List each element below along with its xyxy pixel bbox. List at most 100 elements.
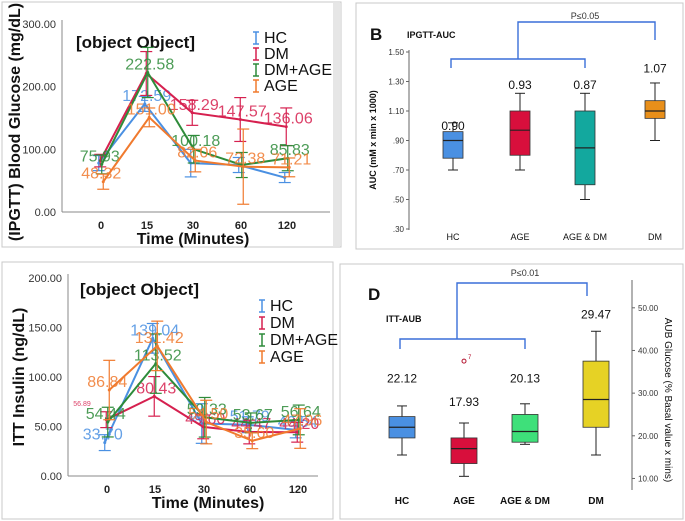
y-tick-label: 1.50: [388, 48, 404, 57]
mean-label: 0.90: [441, 119, 465, 133]
data-label: 158.29: [170, 97, 219, 114]
data-label: 47.96: [282, 413, 322, 430]
outlier-point: [461, 358, 467, 364]
panel-letter: B: [370, 25, 382, 44]
data-label: 82.06: [177, 145, 217, 162]
panel-b: B IPGTT-AUC .30 .50 .70 .90 1.10 1.30 1.50 AUC (m…: [355, 2, 684, 250]
box-age: [509, 110, 531, 156]
mean-label: 1.07: [643, 62, 667, 76]
x-tick-label: DM: [648, 232, 662, 242]
data-point: [101, 180, 105, 184]
y-tick-label: .70: [393, 166, 405, 175]
data-label: 48.32: [81, 166, 121, 183]
data-label: 75.93: [80, 148, 120, 165]
data-point: [107, 388, 111, 392]
y-tick-label: .50: [393, 196, 405, 205]
y-tick-label: .90: [393, 137, 405, 146]
data-point: [103, 441, 107, 445]
box-hc: [442, 131, 464, 159]
panel-a: [object Object] 0.00 100.00 200.00 300.00 0 15…: [1, 1, 342, 248]
legend-label: DM+AGE: [270, 332, 338, 349]
data-point: [106, 420, 110, 424]
y-axis-title: ITT Insulin (ng/dL): [11, 308, 28, 447]
data-label: 86.84: [87, 374, 127, 391]
data-point: [200, 422, 204, 426]
y-tick-label: .30: [393, 225, 405, 234]
mean-label: 17.93: [449, 395, 479, 409]
data-point: [249, 421, 253, 425]
x-tick-label: 60: [244, 484, 256, 496]
data-point: [147, 115, 151, 119]
y-tick-label: 1.30: [388, 78, 404, 87]
data-label: 53.67: [233, 407, 273, 424]
scrollbar: [333, 3, 340, 246]
legend-label: DM: [264, 46, 289, 63]
x-tick-label: 30: [187, 220, 199, 232]
box-age-dm: [511, 414, 539, 443]
data-point: [190, 111, 194, 115]
data-label: 72.38: [225, 151, 265, 168]
data-label: 222.58: [125, 57, 174, 74]
data-point: [152, 394, 156, 398]
data-label: 56.89: [73, 401, 91, 408]
y-tick-label: 200.00: [22, 82, 56, 94]
significance-bracket: [450, 21, 656, 68]
x-tick-label: AGE: [510, 232, 529, 242]
x-tick-label: 120: [278, 220, 296, 232]
y-tick-label: 50.00: [34, 422, 62, 434]
x-tick-label: HC: [395, 496, 409, 507]
data-point: [143, 102, 147, 106]
significance-bracket: [399, 282, 588, 349]
data-point: [193, 159, 197, 163]
data-point: [295, 430, 299, 434]
data-point: [154, 362, 158, 366]
data-point: [155, 344, 159, 348]
data-point: [204, 420, 208, 424]
x-tick-label: AGE & DM: [500, 496, 550, 507]
data-label: 147.57: [218, 104, 267, 121]
data-label: 100.18: [171, 133, 220, 150]
data-point: [151, 336, 155, 340]
x-tick-label: 15: [141, 220, 153, 232]
box-age: [450, 437, 478, 464]
x-tick-label: 60: [235, 220, 247, 232]
x-tick-label: 0: [104, 484, 110, 496]
mean-label: 0.87: [573, 78, 597, 92]
panel-letter: [object Object]: [76, 33, 195, 52]
y-tick-label: 20.00: [638, 432, 659, 441]
panel-title: IPGTT-AUC: [407, 30, 456, 40]
significance-label: P≤0.05: [571, 11, 599, 21]
y-axis-title: AUB Glucose (% Basal value x mins): [662, 318, 673, 483]
data-point: [238, 118, 242, 122]
legend-label: HC: [270, 298, 293, 315]
data-point: [298, 427, 302, 431]
outlier-label: 7: [468, 355, 472, 361]
y-tick-label: 1.10: [388, 107, 404, 116]
mean-label: 29.47: [581, 307, 611, 321]
data-label: 71.21: [271, 151, 311, 168]
y-axis-title: (IPGTT) Blood Glucose (mg/dL): [7, 3, 24, 241]
mean-label: 22.12: [387, 371, 417, 385]
data-label: 139.04: [130, 322, 179, 339]
legend-label: AGE: [264, 78, 298, 95]
data-label: 85.83: [270, 142, 310, 159]
data-label: 54.50: [188, 406, 228, 423]
box-dm: [582, 360, 610, 428]
y-tick-label: 100.00: [28, 372, 62, 384]
y-tick-label: 300.00: [22, 19, 56, 31]
y-tick-label: 40.00: [638, 346, 659, 355]
data-point: [246, 423, 250, 427]
data-label: 131.42: [135, 330, 184, 347]
x-axis-title: Time (Minutes): [137, 231, 250, 248]
data-point: [98, 159, 102, 163]
x-tick-label: AGE: [453, 496, 475, 507]
x-tick-label: AGE & DM: [563, 232, 607, 242]
x-tick-label: DM: [588, 496, 604, 507]
data-label: 151.00: [127, 101, 176, 118]
data-label: 136.06: [264, 111, 313, 128]
x-tick-label: 120: [289, 484, 307, 496]
y-tick-label: 30.00: [638, 389, 659, 398]
data-point: [100, 162, 104, 166]
data-point: [250, 439, 254, 443]
